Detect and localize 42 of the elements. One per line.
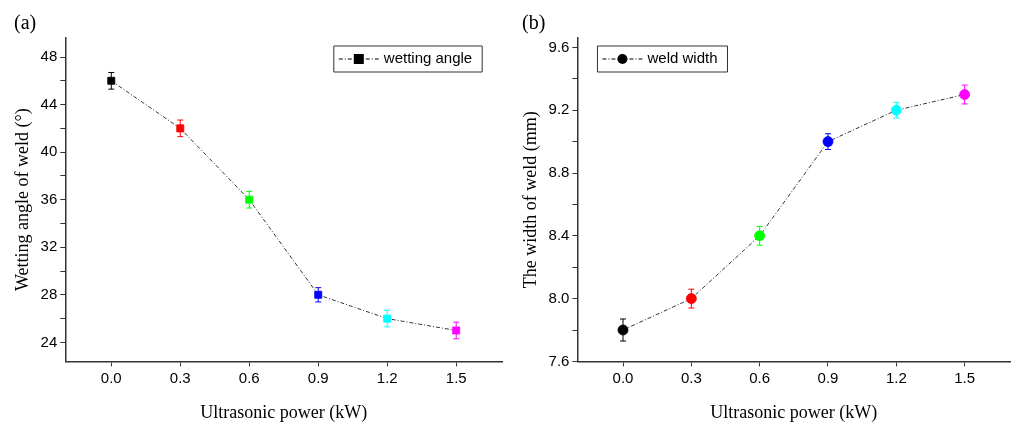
y-tick-label: 48 [40,47,58,65]
point [245,195,254,204]
y-tick-label: 40 [40,142,58,160]
x-tick-label: 0.0 [100,368,122,386]
y-tick-label: 36 [40,189,58,207]
point [314,290,323,299]
y-tick-label: 8.0 [548,288,570,306]
point [685,293,697,304]
point [452,326,461,335]
y-tick-label: 32 [40,237,58,255]
x-tick-label: 0.9 [817,368,839,386]
point [107,76,116,85]
y-axis-title: The width of weld (mm) [519,111,541,289]
y-axis-title: Wetting angle of weld (°) [11,108,33,292]
point [383,314,392,323]
x-tick-label: 1.2 [376,368,398,386]
legend-label: wetting angle [382,49,473,67]
legend-label: weld width [646,49,718,67]
x-axis-title: Ultrasonic power (kW) [710,401,878,423]
point [754,230,766,242]
x-tick-label: 0.9 [307,368,329,386]
x-tick-label: 0.6 [238,368,260,386]
x-tick-label: 1.5 [445,368,467,386]
y-tick-label: 7.6 [548,351,570,369]
x-tick-label: 0.3 [680,368,702,386]
y-tick-label: 44 [40,94,58,112]
x-tick-label: 0.0 [612,368,634,386]
text: (a) [14,11,37,35]
y-tick-label: 9.6 [548,37,570,55]
point [176,124,185,133]
point [959,89,971,100]
y-tick-label: 28 [40,284,58,302]
x-tick-label: 1.2 [885,368,907,386]
x-tick-label: 0.3 [169,368,191,386]
x-tick-label: 0.6 [749,368,771,386]
y-tick-label: 9.2 [548,100,570,118]
y-tick-label: 24 [40,332,58,350]
y-tick-label: 8.8 [548,163,570,181]
x-tick-label: 1.5 [954,368,976,386]
x-axis-title: Ultrasonic power (kW) [200,401,368,423]
y-tick-label: 8.4 [548,225,570,243]
text: (b) [522,11,546,35]
